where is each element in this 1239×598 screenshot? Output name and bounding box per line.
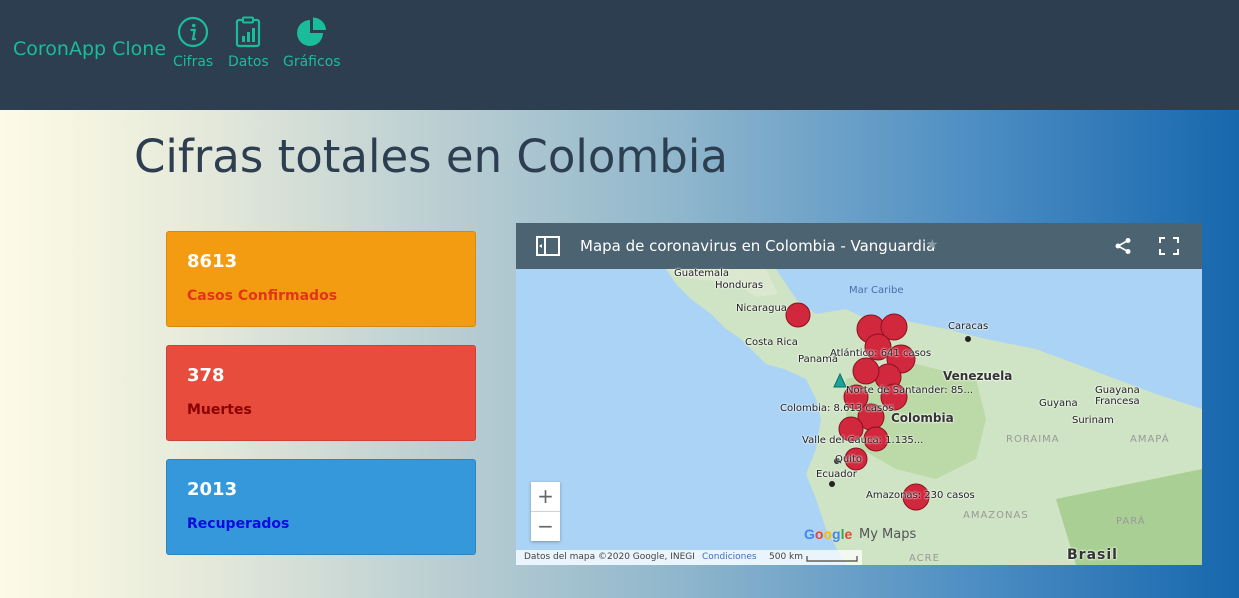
map-label: ACRE [909, 553, 940, 564]
map-header: Mapa de coronavirus en Colombia - Vangua… [516, 223, 1202, 269]
card-value: 8613 [187, 251, 238, 272]
map-label: RORAIMA [1006, 434, 1060, 445]
map-label: Guatemala [674, 268, 730, 279]
google-logo-letter: e [844, 526, 853, 542]
map-label: Caracas [948, 321, 989, 332]
virus-cluster[interactable] [785, 302, 930, 511]
card-value: 378 [187, 365, 225, 386]
google-logo-letter: G [804, 526, 815, 542]
clipboard-chart-icon [236, 16, 261, 48]
info-icon [178, 16, 209, 48]
map-label: Guyana [1039, 398, 1078, 409]
nav-item-datos[interactable]: Datos [228, 16, 269, 70]
scale-bar [806, 556, 858, 562]
map-label: Nicaragua [736, 303, 787, 314]
nav-item-cifras[interactable]: Cifras [173, 16, 213, 70]
terms-link[interactable]: Condiciones [702, 552, 757, 562]
google-logo-letter: o [823, 526, 833, 542]
marker-label-valle-cauca[interactable]: Valle del Cauca: 1.135... [802, 435, 924, 446]
map-label: PARÁ [1116, 516, 1146, 527]
map-label: AMAPÁ [1130, 434, 1170, 445]
card-label: Casos Confirmados [187, 288, 338, 304]
map-canvas[interactable] [516, 269, 1202, 565]
map-title: Mapa de coronavirus en Colombia - Vangua… [580, 237, 936, 255]
navbar: CoronApp Clone Cifras Datos Gráficos [0, 0, 1239, 110]
zoom-in-button[interactable]: + [531, 482, 560, 512]
google-logo-letter: o [814, 526, 824, 542]
nav-item-label: Datos [228, 54, 269, 70]
map-label: AMAZONAS [963, 510, 1029, 521]
map-label: Mar Caribe [849, 285, 904, 296]
map-label: Quito [835, 454, 863, 465]
page-title: Cifras totales en Colombia [134, 130, 728, 183]
embedded-map[interactable]: Mapa de coronavirus en Colombia - Vangua… [516, 223, 1202, 565]
star-icon[interactable]: ★ [926, 237, 939, 253]
zoom-out-button[interactable]: − [531, 512, 560, 541]
fullscreen-icon[interactable] [1159, 237, 1179, 255]
marker-label-amazonas[interactable]: Amazonas: 230 casos [866, 490, 975, 501]
marker-label-norte-santander[interactable]: Norte de Santander: 85... [846, 385, 974, 396]
map-label: Colombia [891, 411, 954, 425]
map-label: Guayana Francesa [1095, 385, 1140, 407]
marker-label-atlantico[interactable]: Atlántico: 641 casos [830, 348, 932, 359]
nav-item-graficos[interactable]: Gráficos [283, 16, 341, 70]
nav-item-label: Cifras [173, 54, 214, 70]
card-deaths: 378 Muertes [166, 345, 476, 441]
map-attribution: Datos del mapa ©2020 Google, INEGI [524, 552, 695, 562]
brand-link[interactable]: CoronApp Clone [13, 38, 167, 60]
map-label: Ecuador [816, 469, 857, 480]
scale-label: 500 km [769, 552, 804, 562]
marker-label-colombia[interactable]: Colombia: 8.613 casos [780, 403, 894, 414]
card-label: Muertes [187, 402, 252, 418]
pie-chart-icon [296, 17, 326, 46]
my-maps-label: My Maps [859, 527, 917, 542]
card-confirmed: 8613 Casos Confirmados [166, 231, 476, 327]
map-attribution-bar: Datos del mapa ©2020 Google, INEGI Condi… [516, 550, 862, 565]
sidebar-toggle-icon[interactable] [536, 236, 560, 256]
google-logo-letter: g [832, 526, 841, 542]
share-icon[interactable] [1114, 237, 1132, 255]
map-label: Venezuela [943, 369, 1013, 383]
google-logo-letter: l [840, 526, 845, 542]
card-value: 2013 [187, 479, 238, 500]
map-label: Panamá [798, 354, 839, 365]
map-label: Brasil [1067, 547, 1118, 563]
map-label: Costa Rica [745, 337, 798, 348]
map-label: Surinam [1072, 415, 1114, 426]
nav-item-label: Gráficos [283, 54, 341, 70]
map-label: Honduras [715, 280, 764, 291]
google-logo: Google [804, 526, 852, 542]
card-recovered: 2013 Recuperados [166, 459, 476, 555]
card-label: Recuperados [187, 516, 290, 532]
